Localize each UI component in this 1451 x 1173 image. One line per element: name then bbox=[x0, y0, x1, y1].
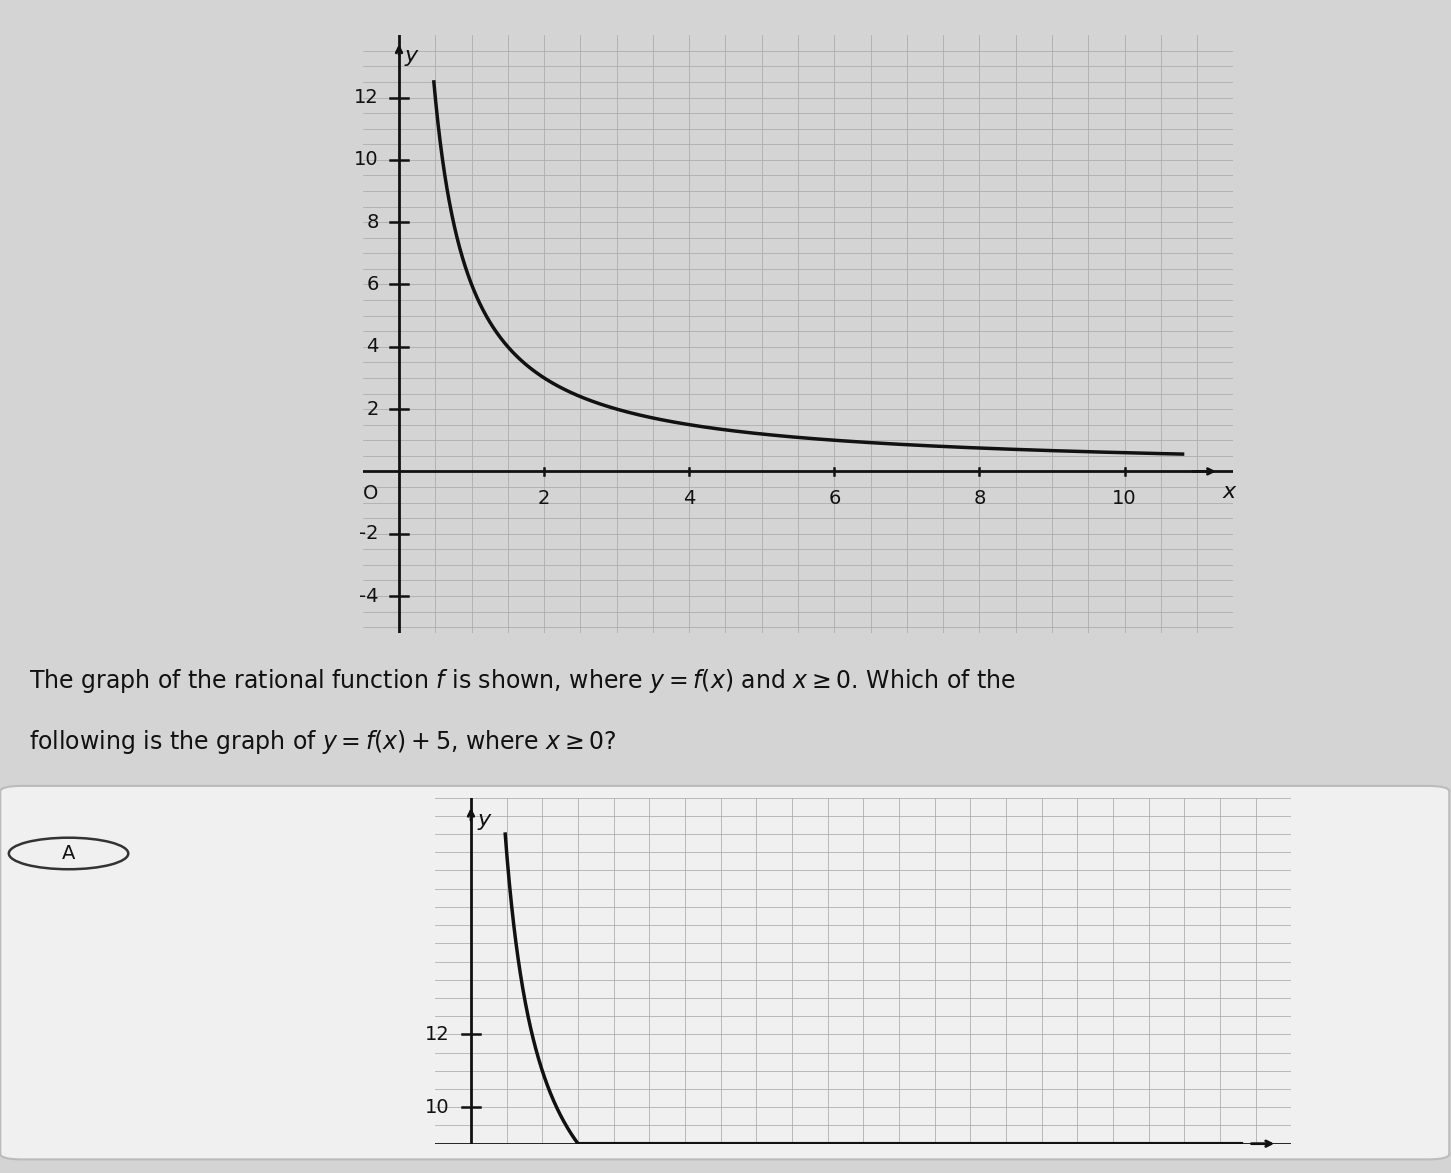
Text: 2: 2 bbox=[538, 488, 550, 508]
Text: A: A bbox=[62, 845, 75, 863]
FancyBboxPatch shape bbox=[0, 786, 1450, 1159]
Text: 6: 6 bbox=[829, 488, 840, 508]
Text: O: O bbox=[363, 483, 379, 503]
Text: 4: 4 bbox=[366, 338, 379, 357]
Text: $y$: $y$ bbox=[403, 48, 421, 68]
Text: -4: -4 bbox=[360, 586, 379, 605]
Text: 4: 4 bbox=[683, 488, 695, 508]
Text: 10: 10 bbox=[425, 1098, 450, 1117]
Text: 6: 6 bbox=[366, 274, 379, 294]
Text: The graph of the rational function $f$ is shown, where $y = f(x)$ and $x \geq 0$: The graph of the rational function $f$ i… bbox=[29, 667, 1016, 696]
Text: following is the graph of $y = f(x) + 5$, where $x \geq 0$?: following is the graph of $y = f(x) + 5$… bbox=[29, 728, 617, 755]
Text: 10: 10 bbox=[354, 150, 379, 169]
Text: 2: 2 bbox=[366, 400, 379, 419]
Text: 10: 10 bbox=[1113, 488, 1136, 508]
Text: 8: 8 bbox=[366, 212, 379, 231]
Text: $x$: $x$ bbox=[1222, 482, 1238, 502]
Text: 12: 12 bbox=[354, 88, 379, 107]
Text: -2: -2 bbox=[360, 524, 379, 543]
Circle shape bbox=[9, 838, 128, 869]
Text: 12: 12 bbox=[425, 1025, 450, 1044]
Text: 8: 8 bbox=[974, 488, 985, 508]
Text: $y$: $y$ bbox=[477, 812, 493, 832]
